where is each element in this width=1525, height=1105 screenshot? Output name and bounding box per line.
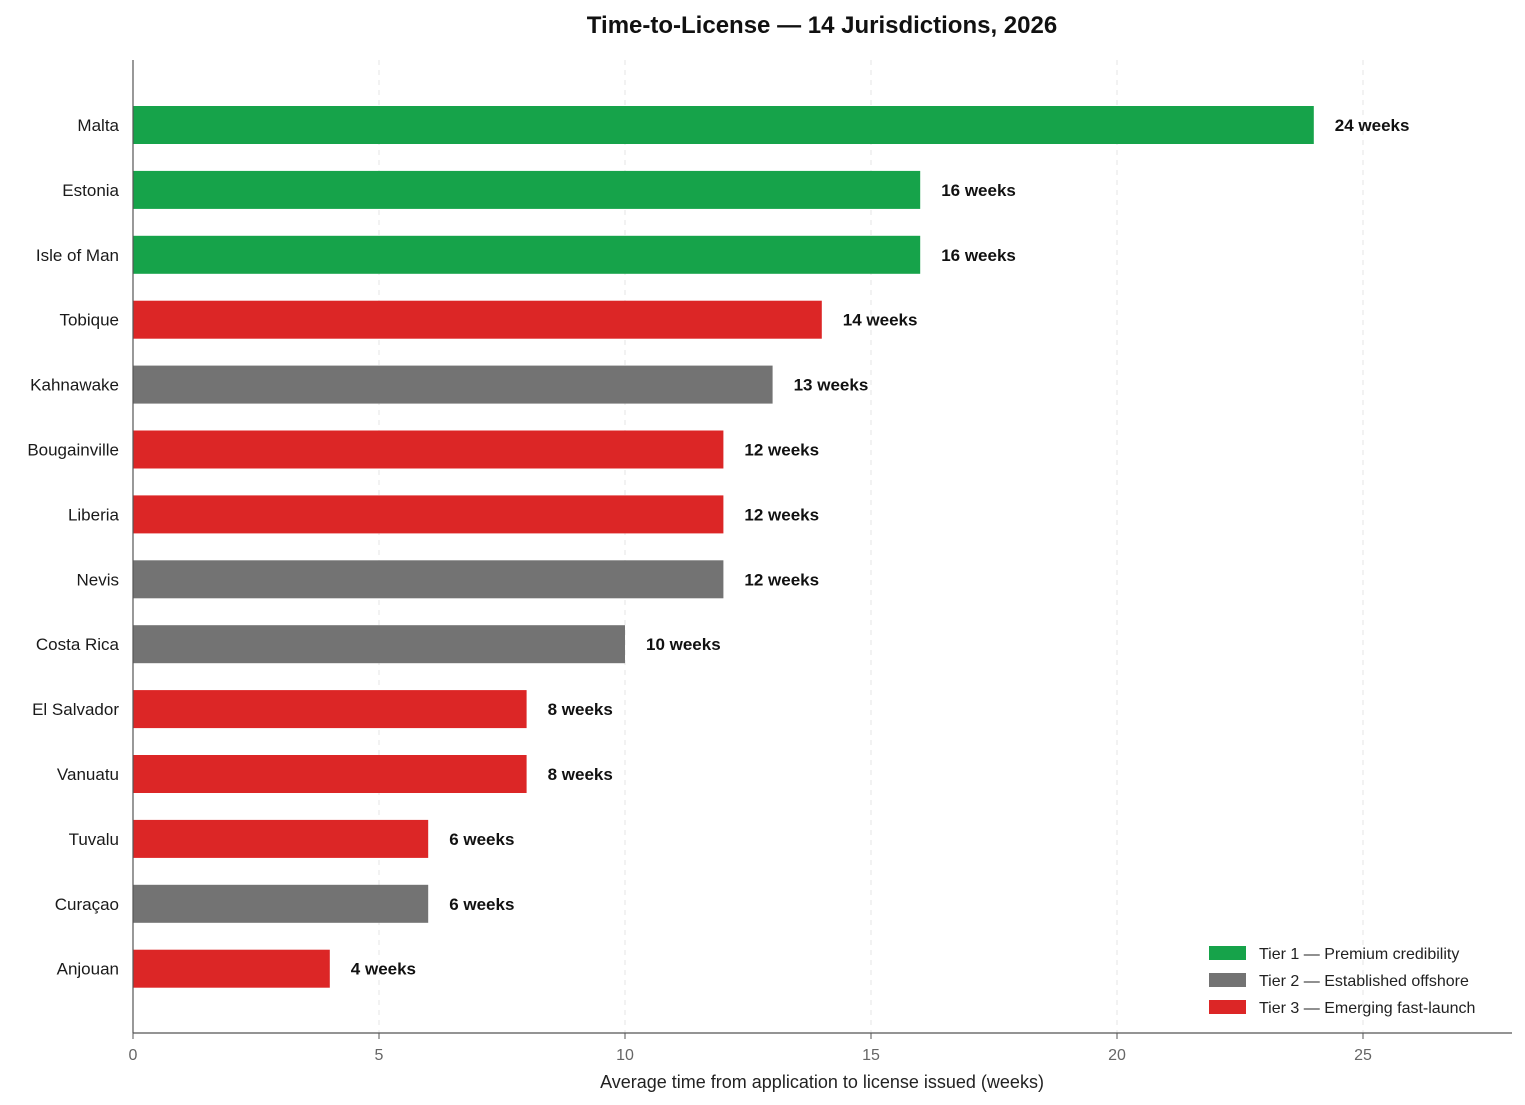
bars [133, 106, 1314, 988]
x-tick-label: 20 [1108, 1047, 1126, 1064]
category-labels: Malta Estonia Isle of Man Tobique Kahnawake B… [27, 116, 119, 979]
data-label: 12 weeks [744, 441, 819, 460]
data-label: 6 weeks [449, 895, 514, 914]
data-label: 6 weeks [449, 830, 514, 849]
data-label: 24 weeks [1335, 116, 1410, 135]
x-tick-label: 0 [129, 1047, 138, 1064]
data-label: 8 weeks [548, 700, 613, 719]
x-tick-label: 25 [1354, 1047, 1372, 1064]
legend-swatch [1209, 946, 1246, 960]
category-label: Curaçao [55, 895, 119, 914]
data-label: 8 weeks [548, 765, 613, 784]
category-label: Anjouan [57, 960, 119, 979]
bar [133, 106, 1314, 144]
data-label: 14 weeks [843, 311, 918, 330]
category-label: Tuvalu [69, 830, 119, 849]
value-labels: 24 weeks 16 weeks 16 weeks 14 weeks 13 weeks… [351, 116, 1410, 979]
chart-title: Time-to-License — 14 Jurisdictions, 2026 [587, 12, 1057, 39]
category-label: Bougainville [27, 441, 119, 460]
data-label: 12 weeks [744, 570, 819, 589]
x-tick-label: 5 [375, 1047, 384, 1064]
x-axis-title: Average time from application to license… [600, 1072, 1044, 1092]
legend-label: Tier 1 — Premium credibility [1259, 946, 1459, 963]
legend-label: Tier 2 — Established offshore [1259, 973, 1469, 990]
bar [133, 949, 330, 988]
category-label: Liberia [68, 505, 120, 524]
x-tick-label: 10 [616, 1047, 634, 1064]
data-label: 4 weeks [351, 960, 416, 979]
bar [133, 495, 724, 534]
data-label: 10 weeks [646, 635, 721, 654]
data-label: 16 weeks [941, 246, 1016, 265]
bar [133, 690, 527, 729]
bar [133, 300, 822, 339]
category-label: Tobique [59, 311, 119, 330]
category-label: Costa Rica [36, 635, 120, 654]
category-label: Isle of Man [36, 246, 119, 265]
grid-lines [378, 60, 1364, 1033]
category-label: Kahnawake [30, 376, 119, 395]
category-label: El Salvador [32, 700, 119, 719]
bar [133, 235, 921, 274]
bar [133, 819, 429, 858]
bar [133, 755, 527, 793]
x-tick-label: 15 [862, 1047, 880, 1064]
category-label: Vanuatu [57, 765, 119, 784]
legend-label: Tier 3 — Emerging fast-launch [1259, 1000, 1475, 1017]
data-label: 13 weeks [794, 376, 869, 395]
axes: 0 5 10 15 20 25 [129, 60, 1512, 1064]
bar [133, 884, 429, 923]
bar [133, 430, 724, 469]
bar [133, 365, 773, 404]
legend: Tier 1 — Premium credibility Tier 2 — Est… [1209, 946, 1475, 1017]
category-label: Malta [77, 116, 119, 135]
legend-swatch [1209, 973, 1246, 987]
bar [133, 625, 625, 664]
data-label: 12 weeks [744, 505, 819, 524]
category-label: Nevis [76, 570, 119, 589]
category-label: Estonia [62, 181, 119, 200]
bar [133, 560, 724, 599]
legend-swatch [1209, 1000, 1246, 1014]
bar [133, 170, 921, 209]
data-label: 16 weeks [941, 181, 1016, 200]
